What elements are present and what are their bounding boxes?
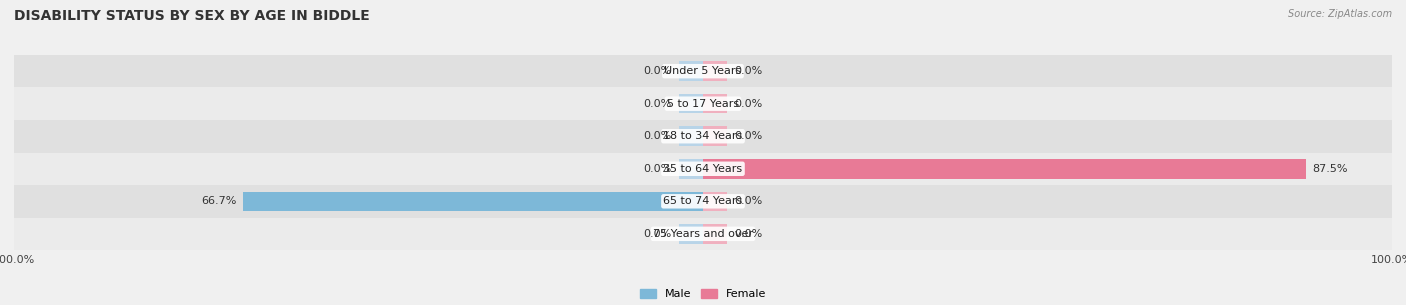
Text: 0.0%: 0.0% [644,66,672,76]
Bar [703,192,727,211]
Bar [703,94,727,113]
Text: Source: ZipAtlas.com: Source: ZipAtlas.com [1288,9,1392,19]
Bar [679,127,703,146]
Text: 0.0%: 0.0% [734,99,762,109]
Text: 0.0%: 0.0% [644,164,672,174]
Bar [14,55,1392,88]
Bar [679,159,703,178]
Text: 87.5%: 87.5% [1313,164,1348,174]
Bar [14,120,1392,152]
Text: Under 5 Years: Under 5 Years [665,66,741,76]
Text: 0.0%: 0.0% [734,196,762,206]
Bar [14,152,1392,185]
Text: 75 Years and over: 75 Years and over [652,229,754,239]
Bar [14,185,1392,217]
Text: 0.0%: 0.0% [734,66,762,76]
Text: 0.0%: 0.0% [644,99,672,109]
Bar [679,224,703,244]
Bar [703,61,727,81]
Text: 0.0%: 0.0% [734,229,762,239]
Text: 0.0%: 0.0% [734,131,762,141]
Text: 5 to 17 Years: 5 to 17 Years [666,99,740,109]
Text: DISABILITY STATUS BY SEX BY AGE IN BIDDLE: DISABILITY STATUS BY SEX BY AGE IN BIDDL… [14,9,370,23]
Bar [14,88,1392,120]
Legend: Male, Female: Male, Female [640,289,766,299]
Text: 65 to 74 Years: 65 to 74 Years [664,196,742,206]
Bar [703,159,1306,178]
Text: 0.0%: 0.0% [644,229,672,239]
Bar [14,217,1392,250]
Bar [703,224,727,244]
Bar [679,61,703,81]
Text: 0.0%: 0.0% [644,131,672,141]
Bar [703,127,727,146]
Text: 18 to 34 Years: 18 to 34 Years [664,131,742,141]
Text: 35 to 64 Years: 35 to 64 Years [664,164,742,174]
Bar [679,94,703,113]
Bar [243,192,703,211]
Text: 66.7%: 66.7% [201,196,236,206]
